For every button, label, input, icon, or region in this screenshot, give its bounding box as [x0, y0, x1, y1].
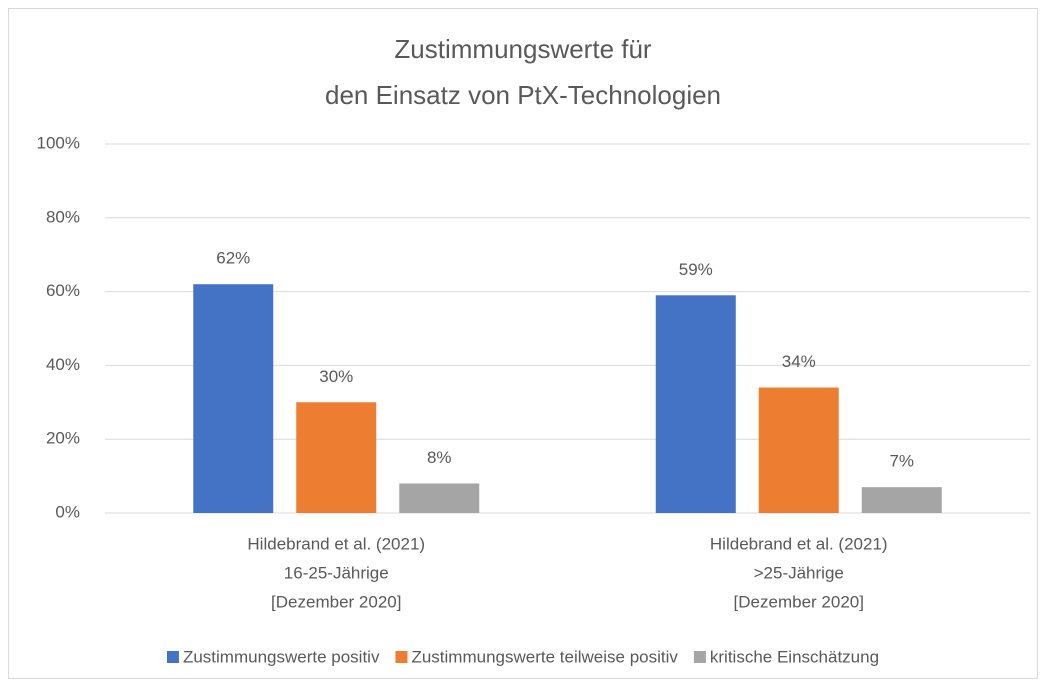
legend-label: Zustimmungswerte teilweise positiv: [411, 647, 678, 666]
x-tick-label: 16-25-Jährige: [284, 563, 389, 582]
chart-title: Zustimmungswerte für: [394, 34, 652, 64]
data-label: 30%: [319, 367, 353, 386]
legend-swatch: [693, 651, 706, 663]
chart-title: den Einsatz von PtX-Technologien: [325, 80, 721, 110]
bar: [193, 284, 274, 513]
x-tick-label: [Dezember 2020]: [734, 592, 864, 611]
bar: [399, 483, 480, 513]
bar: [296, 402, 377, 513]
legend-swatch: [166, 651, 179, 663]
y-tick-label: 0%: [55, 502, 80, 521]
x-tick-label: [Dezember 2020]: [271, 592, 401, 611]
y-tick-label: 100%: [37, 133, 80, 152]
legend-swatch: [395, 651, 408, 663]
bar: [758, 387, 839, 513]
data-label: 34%: [782, 352, 816, 371]
data-label: 62%: [216, 249, 250, 268]
y-tick-label: 20%: [46, 429, 80, 448]
legend-label: kritische Einschätzung: [710, 647, 879, 666]
data-label: 7%: [889, 452, 914, 471]
bar: [655, 295, 736, 513]
bar: [861, 487, 942, 513]
data-label: 8%: [427, 448, 452, 467]
data-label: 59%: [679, 260, 713, 279]
y-tick-label: 40%: [46, 355, 80, 374]
x-tick-label: Hildebrand et al. (2021): [247, 534, 425, 553]
y-tick-label: 80%: [46, 207, 80, 226]
legend-label: Zustimmungswerte positiv: [183, 647, 380, 666]
x-tick-label: Hildebrand et al. (2021): [710, 534, 888, 553]
x-tick-label: >25-Jährige: [754, 563, 844, 582]
chart-border: [8, 8, 1038, 679]
y-tick-label: 60%: [46, 281, 80, 300]
